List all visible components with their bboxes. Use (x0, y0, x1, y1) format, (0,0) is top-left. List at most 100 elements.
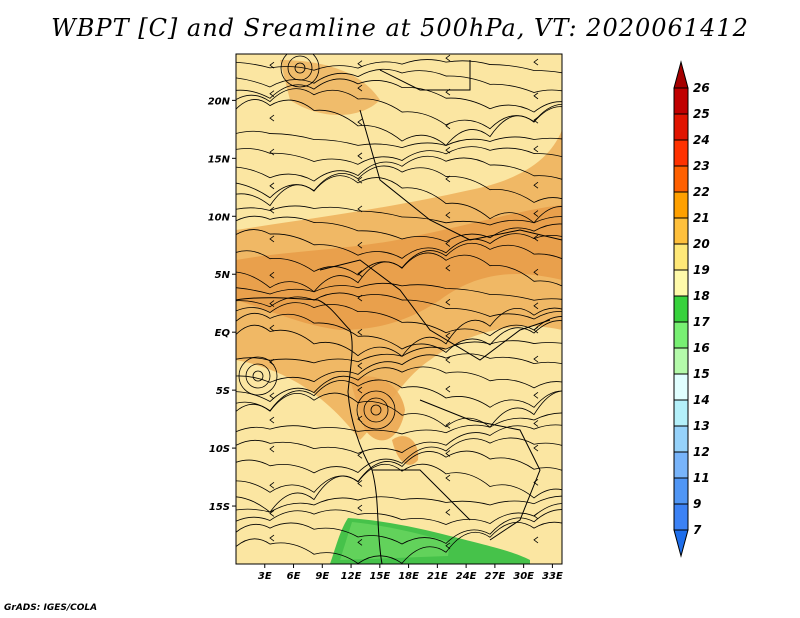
colorbar-level-label: 24 (693, 133, 710, 147)
lat-tick-label: 10S (209, 444, 230, 455)
lon-tick-label: 12E (341, 571, 362, 582)
vortex-circle (294, 62, 306, 74)
streamline-arrow (445, 509, 451, 516)
colorbar-segment (673, 451, 689, 479)
streamline-arrow (445, 385, 451, 393)
lat-tick-label: 10N (208, 212, 231, 223)
streamline-arrow (269, 182, 275, 190)
streamline (236, 146, 562, 165)
colorbar-segment (673, 477, 689, 505)
wbpt-patch-north (280, 60, 380, 115)
streamline (236, 59, 562, 74)
lat-tick-label: 20N (208, 96, 231, 107)
streamline (236, 252, 562, 293)
streamline-arrow (533, 234, 539, 242)
vortex-circle (280, 54, 320, 88)
colorbar-segment (673, 191, 689, 219)
lon-tick-label: 18E (398, 571, 419, 582)
country-borders (236, 60, 562, 564)
colorbar-level-label: 14 (693, 393, 710, 407)
streamline (236, 282, 562, 301)
lat-axis: 20N 15N 10N 5N EQ 5S 10S 15S (208, 96, 236, 513)
streamline-arrow (445, 54, 451, 62)
streamline-arrow (533, 391, 539, 399)
streamline-arrow (269, 445, 275, 453)
vortex-circle (370, 404, 382, 416)
streamline (236, 424, 562, 454)
streamline (236, 229, 562, 259)
streamline-arrow (269, 271, 275, 279)
colorbar-segment (673, 243, 689, 271)
streamlines (236, 54, 562, 564)
streamline (236, 353, 562, 383)
streamline-arrow (269, 358, 275, 366)
colorbar-segment (673, 399, 689, 427)
lat-tick-label: EQ (215, 328, 231, 339)
streamline-arrow (533, 512, 539, 520)
streamline-arrow (533, 92, 539, 100)
streamline-arrow (269, 114, 275, 122)
streamline-arrow (269, 510, 275, 517)
colorbar-segment (673, 87, 689, 115)
streamline-arrow (357, 451, 363, 459)
streamline-arrow (269, 481, 275, 489)
lat-tick-label: 15S (209, 502, 230, 513)
streamline-arrow (269, 534, 275, 542)
vortex-circle (252, 370, 264, 382)
streamline-arrow (533, 536, 539, 544)
vortex-circle (287, 55, 313, 81)
vortex-circle (363, 397, 389, 423)
streamline-arrow (445, 450, 451, 457)
streamline-arrow (269, 90, 275, 98)
colorbar-level-label: 16 (693, 341, 710, 355)
colorbar-segment (673, 347, 689, 375)
colorbar-level-label: 15 (693, 367, 710, 381)
border-sahel (359, 109, 562, 241)
streamline (236, 437, 562, 474)
streamline (236, 340, 562, 364)
streamline (236, 78, 562, 113)
map-frame (235, 53, 563, 565)
colorbar: 7 9 11 12 13 14 15 16 17 18 19 20 21 22 23 24 25 26 (673, 60, 710, 558)
colorbar-level-label: 12 (693, 445, 710, 459)
lon-tick-label: 9E (315, 571, 329, 582)
streamline (236, 379, 562, 412)
streamline-arrow (533, 355, 539, 363)
lon-tick-label: 33E (542, 571, 563, 582)
streamline-arrow (357, 480, 363, 487)
streamline-arrow (533, 116, 539, 124)
colorbar-segment (673, 503, 689, 531)
streamline-arrow (533, 479, 539, 486)
streamline-arrow (445, 211, 451, 219)
map-area (236, 54, 562, 564)
streamline (236, 503, 562, 525)
grads-credit: GrADS: IGES/COLA (4, 603, 98, 613)
streamline-arrow (533, 210, 539, 217)
streamline-arrow (533, 326, 539, 334)
streamline-arrow (445, 332, 451, 340)
streamline (236, 175, 562, 224)
lon-tick-label: 24E (456, 571, 477, 582)
streamline-arrow (445, 356, 451, 364)
streamline-arrow (357, 539, 363, 546)
streamline-arrow (357, 118, 363, 126)
streamline-arrow (445, 146, 451, 154)
streamline-arrow (445, 421, 451, 429)
colorbar-level-label: 23 (693, 159, 710, 173)
streamline-arrow (357, 152, 363, 160)
border-north (379, 60, 471, 91)
border-east (419, 399, 541, 541)
streamline-arrow (269, 206, 275, 214)
streamline-arrow (533, 58, 539, 66)
lon-tick-label: 15E (369, 571, 390, 582)
streamline-arrow (445, 264, 451, 272)
streamline-arrow (445, 122, 451, 130)
streamline-arrow (533, 444, 539, 452)
streamline (236, 165, 562, 203)
colorbar-segment (673, 425, 689, 453)
streamline (236, 292, 562, 320)
streamline-arrow (445, 175, 451, 183)
streamline-arrow (357, 294, 363, 302)
colorbar-segment (673, 269, 689, 297)
streamline (236, 390, 562, 428)
